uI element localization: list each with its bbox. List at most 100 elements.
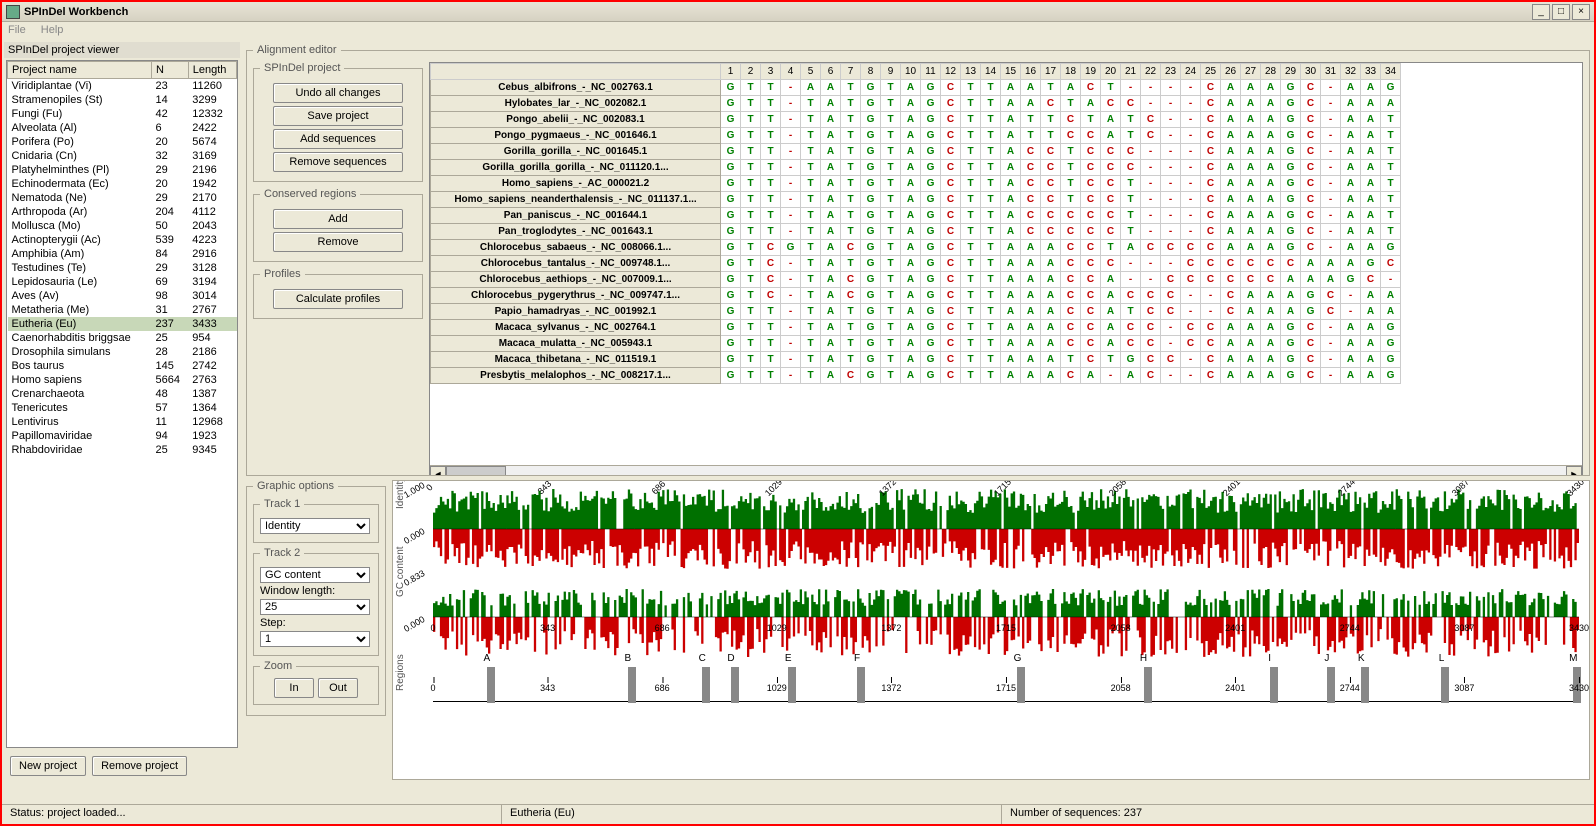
base-cell[interactable]: G: [921, 368, 941, 384]
base-cell[interactable]: C: [1201, 144, 1221, 160]
base-cell[interactable]: C: [1201, 224, 1221, 240]
save-project-button[interactable]: Save project: [273, 106, 403, 126]
base-cell[interactable]: G: [721, 272, 741, 288]
base-cell[interactable]: C: [941, 112, 961, 128]
align-col-header[interactable]: 20: [1101, 64, 1121, 80]
base-cell[interactable]: C: [761, 256, 781, 272]
base-cell[interactable]: C: [1301, 208, 1321, 224]
base-cell[interactable]: -: [1321, 368, 1341, 384]
base-cell[interactable]: A: [1041, 320, 1061, 336]
base-cell[interactable]: A: [1361, 160, 1381, 176]
base-cell[interactable]: A: [1361, 192, 1381, 208]
base-cell[interactable]: A: [1081, 96, 1101, 112]
base-cell[interactable]: T: [801, 304, 821, 320]
base-cell[interactable]: -: [1321, 208, 1341, 224]
base-cell[interactable]: A: [1361, 336, 1381, 352]
base-cell[interactable]: A: [1261, 368, 1281, 384]
base-cell[interactable]: A: [901, 224, 921, 240]
track2-select[interactable]: GC content: [260, 567, 370, 583]
base-cell[interactable]: A: [901, 240, 921, 256]
base-cell[interactable]: -: [1181, 224, 1201, 240]
align-col-header[interactable]: 24: [1181, 64, 1201, 80]
base-cell[interactable]: G: [781, 240, 801, 256]
base-cell[interactable]: C: [1081, 144, 1101, 160]
base-cell[interactable]: C: [941, 176, 961, 192]
base-cell[interactable]: T: [981, 352, 1001, 368]
base-cell[interactable]: A: [1101, 128, 1121, 144]
base-cell[interactable]: G: [721, 176, 741, 192]
project-row[interactable]: Homo sapiens56642763: [8, 373, 237, 387]
base-cell[interactable]: -: [1141, 224, 1161, 240]
project-col-header[interactable]: N: [151, 62, 188, 79]
base-cell[interactable]: A: [1021, 320, 1041, 336]
project-row[interactable]: Tenericutes571364: [8, 401, 237, 415]
scroll-right-button[interactable]: ►: [1566, 466, 1582, 476]
base-cell[interactable]: A: [1341, 240, 1361, 256]
base-cell[interactable]: C: [1081, 176, 1101, 192]
base-cell[interactable]: T: [981, 368, 1001, 384]
base-cell[interactable]: C: [1081, 128, 1101, 144]
base-cell[interactable]: -: [1181, 128, 1201, 144]
base-cell[interactable]: -: [1321, 336, 1341, 352]
base-cell[interactable]: A: [1261, 144, 1281, 160]
base-cell[interactable]: T: [961, 176, 981, 192]
base-cell[interactable]: T: [841, 352, 861, 368]
project-row[interactable]: Metatheria (Me)312767: [8, 303, 237, 317]
base-cell[interactable]: T: [881, 352, 901, 368]
base-cell[interactable]: A: [901, 272, 921, 288]
align-col-header[interactable]: 15: [1001, 64, 1021, 80]
base-cell[interactable]: G: [721, 208, 741, 224]
base-cell[interactable]: G: [1281, 208, 1301, 224]
base-cell[interactable]: T: [981, 208, 1001, 224]
minimize-button[interactable]: _: [1532, 4, 1550, 20]
base-cell[interactable]: A: [821, 144, 841, 160]
base-cell[interactable]: G: [1381, 368, 1401, 384]
base-cell[interactable]: A: [1021, 368, 1041, 384]
base-cell[interactable]: C: [1201, 112, 1221, 128]
base-cell[interactable]: A: [1241, 240, 1261, 256]
align-col-header[interactable]: 29: [1281, 64, 1301, 80]
base-cell[interactable]: T: [881, 208, 901, 224]
scroll-track[interactable]: [446, 466, 1566, 476]
align-col-header[interactable]: 23: [1161, 64, 1181, 80]
base-cell[interactable]: -: [1161, 160, 1181, 176]
base-cell[interactable]: A: [901, 192, 921, 208]
align-col-header[interactable]: 28: [1261, 64, 1281, 80]
base-cell[interactable]: T: [841, 96, 861, 112]
base-cell[interactable]: T: [761, 160, 781, 176]
base-cell[interactable]: A: [1341, 320, 1361, 336]
base-cell[interactable]: C: [941, 336, 961, 352]
base-cell[interactable]: G: [1281, 128, 1301, 144]
base-cell[interactable]: A: [821, 112, 841, 128]
base-cell[interactable]: G: [1381, 336, 1401, 352]
base-cell[interactable]: G: [921, 192, 941, 208]
base-cell[interactable]: A: [1241, 96, 1261, 112]
base-cell[interactable]: G: [1281, 240, 1301, 256]
base-cell[interactable]: A: [821, 128, 841, 144]
base-cell[interactable]: T: [741, 224, 761, 240]
align-col-header[interactable]: 17: [1041, 64, 1061, 80]
base-cell[interactable]: C: [1141, 352, 1161, 368]
base-cell[interactable]: C: [941, 352, 961, 368]
scroll-thumb[interactable]: [446, 466, 506, 476]
base-cell[interactable]: T: [841, 144, 861, 160]
base-cell[interactable]: G: [921, 304, 941, 320]
base-cell[interactable]: C: [761, 272, 781, 288]
base-cell[interactable]: -: [1341, 304, 1361, 320]
base-cell[interactable]: C: [941, 80, 961, 96]
base-cell[interactable]: -: [1161, 256, 1181, 272]
add-region-button[interactable]: Add: [273, 209, 403, 229]
base-cell[interactable]: A: [1061, 80, 1081, 96]
base-cell[interactable]: T: [961, 320, 981, 336]
project-row[interactable]: Bos taurus1452742: [8, 359, 237, 373]
sequence-row[interactable]: Chlorocebus_tantalus_-_NC_009748.1...GTC…: [431, 256, 1401, 272]
project-row[interactable]: Mollusca (Mo)502043: [8, 219, 237, 233]
project-table[interactable]: Project nameNLength Viridiplantae (Vi)23…: [6, 60, 238, 748]
base-cell[interactable]: G: [921, 80, 941, 96]
base-cell[interactable]: G: [1281, 352, 1301, 368]
base-cell[interactable]: -: [1321, 96, 1341, 112]
base-cell[interactable]: T: [801, 208, 821, 224]
base-cell[interactable]: T: [961, 208, 981, 224]
base-cell[interactable]: G: [861, 112, 881, 128]
align-col-header[interactable]: 10: [901, 64, 921, 80]
